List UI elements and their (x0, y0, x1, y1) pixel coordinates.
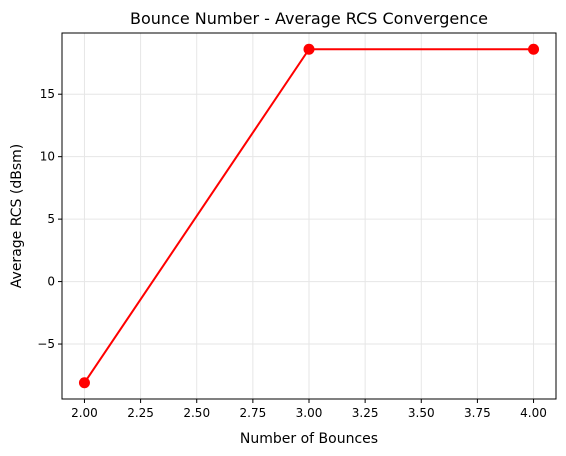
y-axis-label: Average RCS (dBsm) (9, 144, 25, 288)
x-tick-label: 2.25 (127, 406, 154, 420)
y-tick-label: 5 (47, 212, 55, 226)
y-ticks: −5 0 5 10 15 (37, 87, 62, 351)
y-tick-label: 15 (40, 87, 55, 101)
x-tick-label: 2.50 (183, 406, 210, 420)
x-tick-label: 4.00 (520, 406, 547, 420)
x-tick-label: 3.50 (408, 406, 435, 420)
x-tick-label: 3.25 (352, 406, 379, 420)
y-tick-label: −5 (37, 337, 55, 351)
data-point (528, 44, 539, 55)
x-tick-label: 2.00 (71, 406, 98, 420)
y-tick-label: 10 (40, 150, 55, 164)
x-ticks: 2.00 2.25 2.50 2.75 3.00 3.25 3.50 3.75 4.00 (71, 399, 547, 420)
data-point (79, 377, 90, 388)
x-axis-label: Number of Bounces (240, 431, 378, 447)
y-tick-label: 0 (47, 275, 55, 289)
x-tick-label: 3.75 (464, 406, 491, 420)
data-point (304, 44, 315, 55)
x-tick-label: 2.75 (240, 406, 267, 420)
grid (62, 33, 556, 399)
x-tick-label: 3.00 (296, 406, 323, 420)
chart-title: Bounce Number - Average RCS Convergence (130, 9, 488, 28)
